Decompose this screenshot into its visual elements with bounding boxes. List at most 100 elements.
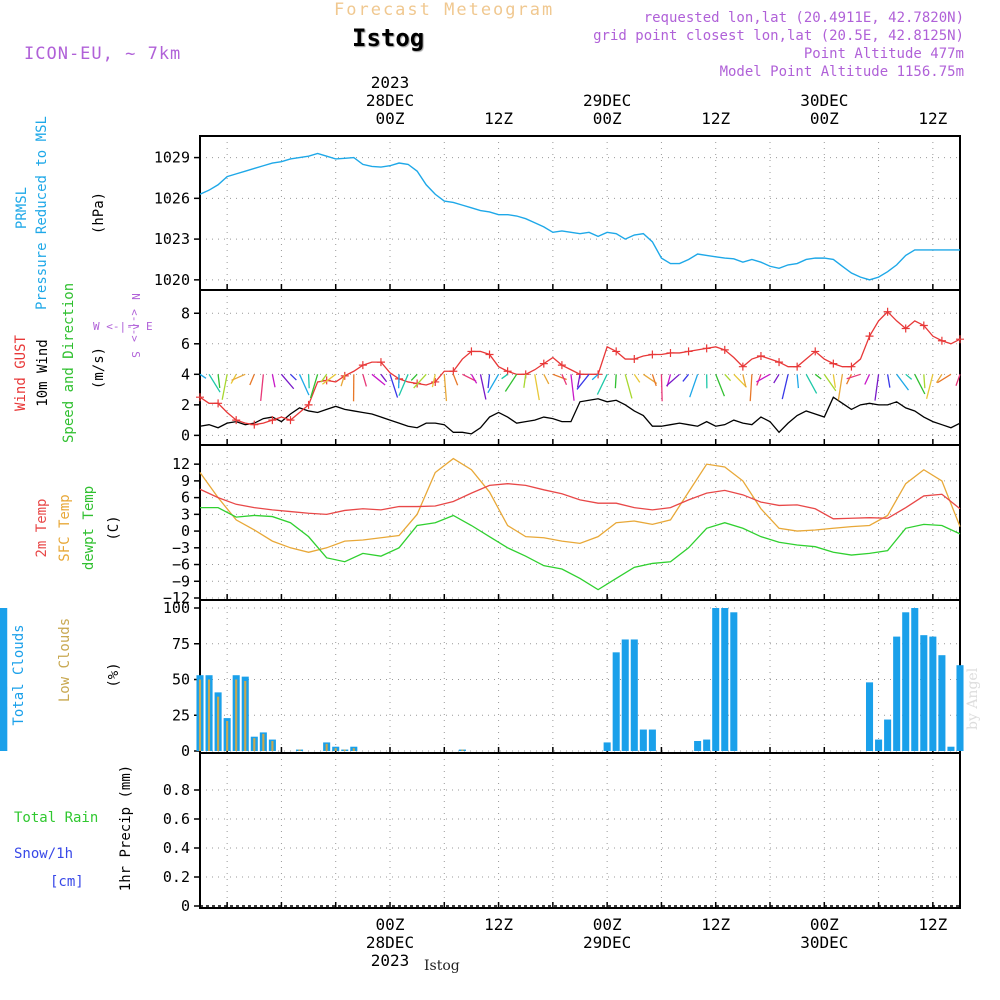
wind-speed-line (199, 396, 961, 435)
pressure-line (199, 152, 960, 281)
wind-direction-arrow (534, 374, 540, 401)
time-label-top: 29DEC (583, 91, 631, 110)
gust-marker (702, 344, 711, 353)
wind-direction-arrow (280, 373, 295, 390)
time-label-top: 00Z (376, 109, 405, 128)
model-altitude: Model Point Altitude 1156.75m (719, 64, 964, 80)
wind-direction-arrow (624, 374, 633, 399)
wind-direction-arrow (823, 373, 837, 392)
low-cloud-bar (334, 748, 337, 751)
low-cloud-bar (235, 679, 238, 751)
gust-marker (956, 335, 964, 344)
wind-direction-arrow (389, 374, 399, 398)
wind-direction-arrow (914, 374, 926, 395)
gust-marker (919, 321, 928, 330)
time-label-bottom: 12Z (484, 915, 513, 934)
wind-direction-arrow (452, 374, 459, 386)
sfc-temp-line (199, 457, 961, 553)
y-tick-label: 1023 (154, 230, 190, 248)
gust-marker (648, 350, 657, 359)
low-cloud-bar (461, 749, 464, 751)
wind-direction-arrow (874, 374, 880, 401)
y-tick-label: −9 (172, 572, 190, 590)
wind-direction-arrow (561, 374, 568, 386)
panel-frame (199, 599, 961, 754)
wind-direction-arrow (309, 374, 319, 399)
gust-marker (666, 348, 675, 357)
y-tick-label: −6 (172, 556, 190, 574)
gust-marker (250, 420, 259, 429)
total-cloud-bar (884, 719, 892, 751)
total-cloud-bar (893, 636, 901, 751)
gust-marker (684, 347, 693, 356)
gust-marker (503, 367, 512, 376)
low-cloud-bar (253, 738, 256, 751)
total-cloud-bar (911, 608, 919, 751)
wind-direction-arrow (479, 374, 487, 400)
wind-direction-arrow (925, 374, 934, 399)
compass-we: W <-|-> E (93, 320, 153, 333)
y-tick-label: 8 (181, 304, 190, 322)
wind-direction-arrow (552, 373, 567, 381)
wind-direction-arrow (320, 373, 328, 383)
wind-direction-arrow (570, 374, 575, 401)
time-label-bottom: 00Z (810, 915, 839, 934)
wind-direction-arrow (576, 374, 581, 388)
gust-marker (304, 400, 313, 409)
wind-direction-arrow (633, 373, 641, 383)
dewpt-line (200, 507, 961, 591)
wind-direction-arrow (864, 374, 871, 385)
total-cloud-bar (0, 608, 8, 751)
wind-direction-arrow (543, 374, 550, 385)
total-cloud-bar (612, 652, 620, 751)
gust-marker (630, 355, 639, 364)
model-name: ICON-EU, ~ 7km (24, 44, 182, 64)
wind-direction-arrow (398, 374, 409, 396)
total-cloud-bar (875, 739, 883, 751)
chart-title: Forecast Meteogram (334, 0, 555, 20)
wind-direction-arrow (805, 374, 818, 394)
rain-label: Total Rain (14, 810, 99, 826)
gust-marker (467, 347, 476, 356)
time-label-bottom: 28DEC (366, 933, 414, 952)
y-tick-label: 6 (181, 489, 190, 507)
low-cloud-bar (198, 679, 202, 751)
wind-direction-arrow (431, 374, 436, 388)
low-cloud-bar (271, 740, 274, 751)
time-label-top: 12Z (701, 109, 730, 128)
wind-direction-arrow (504, 373, 518, 392)
total-cloud-bar (712, 608, 720, 751)
y-tick-label: 75 (172, 635, 190, 653)
y-tick-label: −3 (172, 539, 190, 557)
wind-direction-arrow (362, 374, 368, 387)
total-cloud-bar (938, 655, 946, 751)
wind-direction-arrow (846, 373, 861, 380)
y-tick-label: 0 (181, 426, 190, 444)
wind-direction-arrow (905, 373, 913, 380)
gust-marker (196, 393, 204, 402)
low-cloud-bar (262, 733, 265, 751)
wind-direction-arrow (896, 373, 910, 391)
gust-marker (358, 361, 367, 370)
low-cloud-bar (352, 748, 355, 751)
total-cloud-bar (947, 746, 955, 751)
gust-marker (214, 399, 223, 408)
total-cloud-bar (630, 639, 638, 751)
wind-direction-arrow (715, 374, 726, 397)
y-tick-label: 100 (163, 599, 190, 617)
wind-direction-arrow (689, 374, 699, 398)
low-cloud-bar (217, 696, 220, 751)
total-cloud-bar (721, 608, 729, 751)
low-cloud-bar (325, 743, 328, 751)
wind-direction-arrow (923, 374, 926, 389)
wind-direction-arrow (937, 373, 952, 384)
wind-direction-arrow (371, 373, 386, 386)
gust-marker (286, 416, 295, 425)
y-tick-label: 1020 (154, 271, 190, 289)
total-cloud-bar (730, 612, 738, 751)
wind-direction-arrow (814, 373, 822, 380)
wind-direction-arrow (208, 373, 221, 393)
wind-direction-arrow (380, 373, 388, 383)
wind-direction-arrow (523, 374, 527, 388)
gust-marker (738, 362, 747, 371)
